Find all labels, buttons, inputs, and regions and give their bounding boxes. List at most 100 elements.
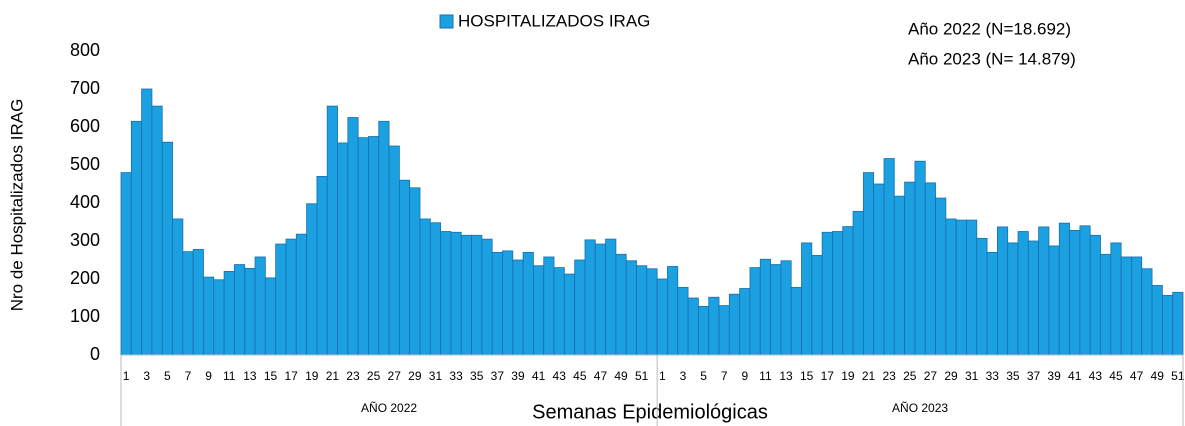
bar	[254, 256, 266, 356]
bar	[130, 120, 143, 356]
x-tick-label: 23	[346, 369, 360, 383]
x-tick-label: 33	[449, 369, 463, 383]
bar	[512, 259, 524, 356]
bar	[285, 238, 297, 356]
bar	[646, 268, 658, 356]
x-tick-label: 1	[659, 369, 666, 383]
bar	[172, 218, 184, 356]
x-tick-label: 13	[779, 369, 793, 383]
bar	[594, 243, 607, 356]
y-tick-label: 700	[70, 78, 100, 98]
bar	[656, 278, 668, 356]
bar	[151, 105, 163, 356]
bar	[893, 195, 906, 356]
bar	[120, 172, 132, 356]
y-tick-label: 200	[70, 268, 100, 288]
x-tick-label: 19	[305, 369, 319, 383]
bar	[491, 251, 503, 356]
x-tick-label: 21	[862, 369, 876, 383]
x-tick-label: 25	[367, 369, 381, 383]
x-tick-label: 11	[223, 369, 236, 383]
x-tick-label: 29	[944, 369, 958, 383]
x-tick-label: 43	[1089, 369, 1103, 383]
bar	[213, 279, 225, 356]
x-tick-label: 11	[759, 369, 772, 383]
y-tick-label: 0	[90, 344, 100, 364]
bar	[718, 305, 730, 356]
bar	[955, 219, 967, 356]
y-tick-label: 500	[70, 154, 100, 174]
bar	[275, 243, 287, 356]
bar	[522, 251, 534, 356]
x-tick-label: 45	[573, 369, 587, 383]
bar	[584, 239, 596, 356]
bar	[337, 142, 349, 356]
x-tick-label: 9	[741, 369, 748, 383]
bar	[997, 226, 1009, 356]
bar	[502, 250, 514, 356]
bar	[471, 234, 483, 356]
y-tick-label: 600	[70, 116, 100, 136]
bar	[924, 182, 936, 356]
bar	[234, 264, 246, 356]
bar	[481, 238, 493, 356]
x-tick-label: 15	[800, 369, 814, 383]
x-tick-label: 1	[123, 369, 130, 383]
bar	[1089, 234, 1101, 356]
bar	[842, 226, 854, 356]
x-tick-label: 49	[614, 369, 628, 383]
bar	[801, 242, 813, 356]
x-tick-label: 19	[841, 369, 855, 383]
bar	[1120, 256, 1132, 356]
y-tick-label: 100	[70, 306, 100, 326]
bar	[460, 234, 472, 356]
x-tick-label: 15	[264, 369, 278, 383]
x-tick-label: 33	[986, 369, 1000, 383]
bar	[450, 231, 462, 356]
bar	[687, 297, 699, 356]
x-tick-label: 51	[1171, 369, 1185, 383]
bar	[543, 256, 555, 356]
bar	[1007, 242, 1019, 356]
x-tick-label: 37	[1027, 369, 1041, 383]
bar	[388, 145, 400, 356]
x-tick-label: 3	[680, 369, 687, 383]
bar	[759, 258, 771, 356]
y-tick-label: 400	[70, 192, 100, 212]
group-label: AÑO 2022	[361, 401, 417, 415]
x-tick-label: 25	[903, 369, 917, 383]
x-tick-label: 41	[1068, 369, 1082, 383]
x-tick-label: 5	[700, 369, 707, 383]
bar	[883, 158, 895, 356]
bar	[378, 120, 390, 356]
bar	[770, 264, 782, 356]
bar	[1069, 229, 1081, 356]
x-tick-label: 31	[429, 369, 443, 383]
bar	[1038, 226, 1050, 356]
bar	[440, 231, 452, 356]
bar	[697, 305, 710, 356]
bar	[203, 276, 215, 356]
bar	[192, 248, 204, 356]
annotation: Año 2023 (N= 14.879)	[908, 49, 1076, 68]
bar	[749, 267, 761, 356]
legend-label: HOSPITALIZADOS IRAG	[458, 11, 650, 30]
x-tick-label: 3	[143, 369, 150, 383]
x-tick-label: 27	[388, 369, 402, 383]
x-tick-label: 13	[243, 369, 257, 383]
bar	[223, 270, 235, 356]
bar	[1017, 231, 1029, 356]
bar	[667, 266, 679, 356]
bar	[244, 267, 256, 356]
x-tick-label: 7	[185, 369, 192, 383]
bar	[306, 203, 318, 356]
x-tick-label: 39	[1047, 369, 1061, 383]
bar	[1151, 285, 1163, 356]
bar	[1048, 245, 1060, 356]
bar	[852, 210, 864, 356]
bar	[182, 251, 194, 356]
bar	[1172, 291, 1184, 356]
bar	[563, 273, 576, 356]
x-tick-label: 37	[491, 369, 505, 383]
